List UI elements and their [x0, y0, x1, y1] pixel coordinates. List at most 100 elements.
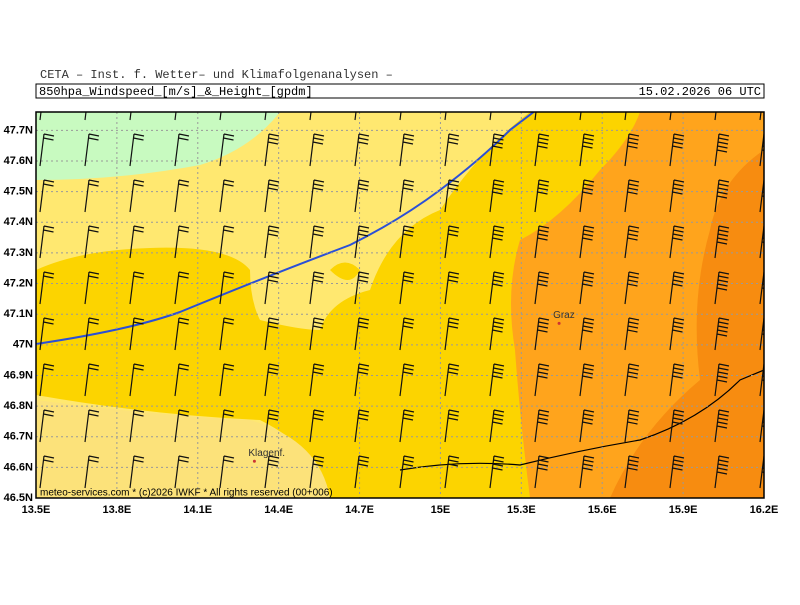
wind-barb [354, 409, 370, 443]
wind-barb [579, 225, 595, 259]
wind-barb [39, 112, 42, 121]
wind-barb [129, 179, 145, 213]
y-tick-label: 47.7N [4, 124, 33, 136]
wind-barb [579, 455, 595, 489]
wind-barb [129, 271, 145, 305]
wind-barb [174, 179, 190, 213]
wind-barb [669, 455, 685, 489]
wind-barb [264, 133, 280, 167]
wind-barb [669, 271, 685, 305]
wind-barb [84, 133, 100, 167]
border [399, 369, 764, 471]
wind-barb [219, 112, 222, 121]
wind-barb [444, 455, 460, 489]
wind-barb [444, 225, 460, 259]
wind-barb [84, 112, 87, 121]
wind-barb [174, 112, 177, 121]
wind-barb [219, 225, 235, 259]
place-label: Klagenf. [248, 448, 285, 459]
wind-barb [264, 409, 280, 443]
wind-barb [489, 409, 505, 443]
wind-barb [624, 409, 640, 443]
wind-barb [39, 409, 55, 443]
wind-barb [624, 133, 640, 167]
wind-barb [534, 271, 550, 305]
wind-barb [39, 363, 55, 397]
wind-barb [714, 409, 730, 443]
wind-barb [624, 179, 640, 213]
height-contour [36, 112, 536, 345]
wind-barb [264, 317, 280, 351]
wind-barb [579, 317, 595, 351]
wind-barb [759, 455, 764, 489]
wind-barb [714, 133, 730, 167]
wind-barb [669, 317, 685, 351]
wind-barb [219, 363, 235, 397]
wind-barb [264, 225, 280, 259]
x-tick-label: 15E [431, 504, 451, 516]
wind-barb [129, 363, 145, 397]
wind-barb [759, 409, 764, 443]
wind-barb [399, 363, 415, 397]
wind-barb [219, 133, 235, 167]
wind-barb [399, 409, 415, 443]
grid [36, 112, 764, 498]
wind-barb [534, 225, 550, 259]
place-marker [252, 459, 256, 463]
wind-barb [309, 409, 325, 443]
wind-barb [354, 363, 370, 397]
wind-barb [669, 409, 685, 443]
wind-barb [84, 317, 100, 351]
y-tick-label: 47N [13, 339, 33, 351]
wind-barb [444, 179, 460, 213]
wind-barb [264, 271, 280, 305]
wind-barb [534, 317, 550, 351]
wind-barb [759, 225, 764, 259]
wind-barb [714, 363, 730, 397]
wind-barb [219, 271, 235, 305]
footer: meteo-services.com * (c)2026 IWKF * All … [40, 488, 333, 499]
x-tick-label: 13.8E [103, 504, 132, 516]
wind-barb [219, 317, 235, 351]
wind-barb [354, 179, 370, 213]
wind-barb [39, 225, 55, 259]
wind-barb [399, 225, 415, 259]
wind-barb [399, 317, 415, 351]
wind-barb [129, 317, 145, 351]
wind-barb [354, 225, 370, 259]
wind-barb [444, 363, 460, 397]
wind-barb [264, 179, 280, 213]
wind-barb [309, 317, 325, 351]
wind-barb [669, 363, 685, 397]
wind-barb [399, 179, 415, 213]
wind-barb [444, 317, 460, 351]
y-tick-label: 46.7N [4, 431, 33, 443]
y-tick-label: 46.6N [4, 461, 33, 473]
wind-barb [714, 225, 730, 259]
wind-barb [129, 409, 145, 443]
y-tick-label: 47.6N [4, 155, 33, 167]
wind-barb [174, 317, 190, 351]
wind-barb [534, 409, 550, 443]
wind-barb [219, 455, 235, 489]
wind-barb [84, 409, 100, 443]
wind-barb [354, 271, 370, 305]
wind-barb [399, 455, 415, 489]
wind-barb [84, 455, 100, 489]
wind-barb [264, 455, 280, 489]
x-tick-label: 13.5E [22, 504, 51, 516]
area [36, 400, 330, 498]
frame [35, 111, 765, 499]
wind-barb [624, 455, 640, 489]
wind-barb [579, 179, 595, 213]
wind-barb [174, 225, 190, 259]
x-tick-label: 15.3E [507, 504, 536, 516]
wind-barb [39, 271, 55, 305]
wind-barb [174, 133, 190, 167]
wind-barb [309, 271, 325, 305]
wind-barb [534, 179, 550, 213]
wind-barb [759, 317, 764, 351]
wind-barb [534, 455, 550, 489]
y-tick-label: 47.3N [4, 247, 33, 259]
wind-barb [489, 133, 505, 167]
